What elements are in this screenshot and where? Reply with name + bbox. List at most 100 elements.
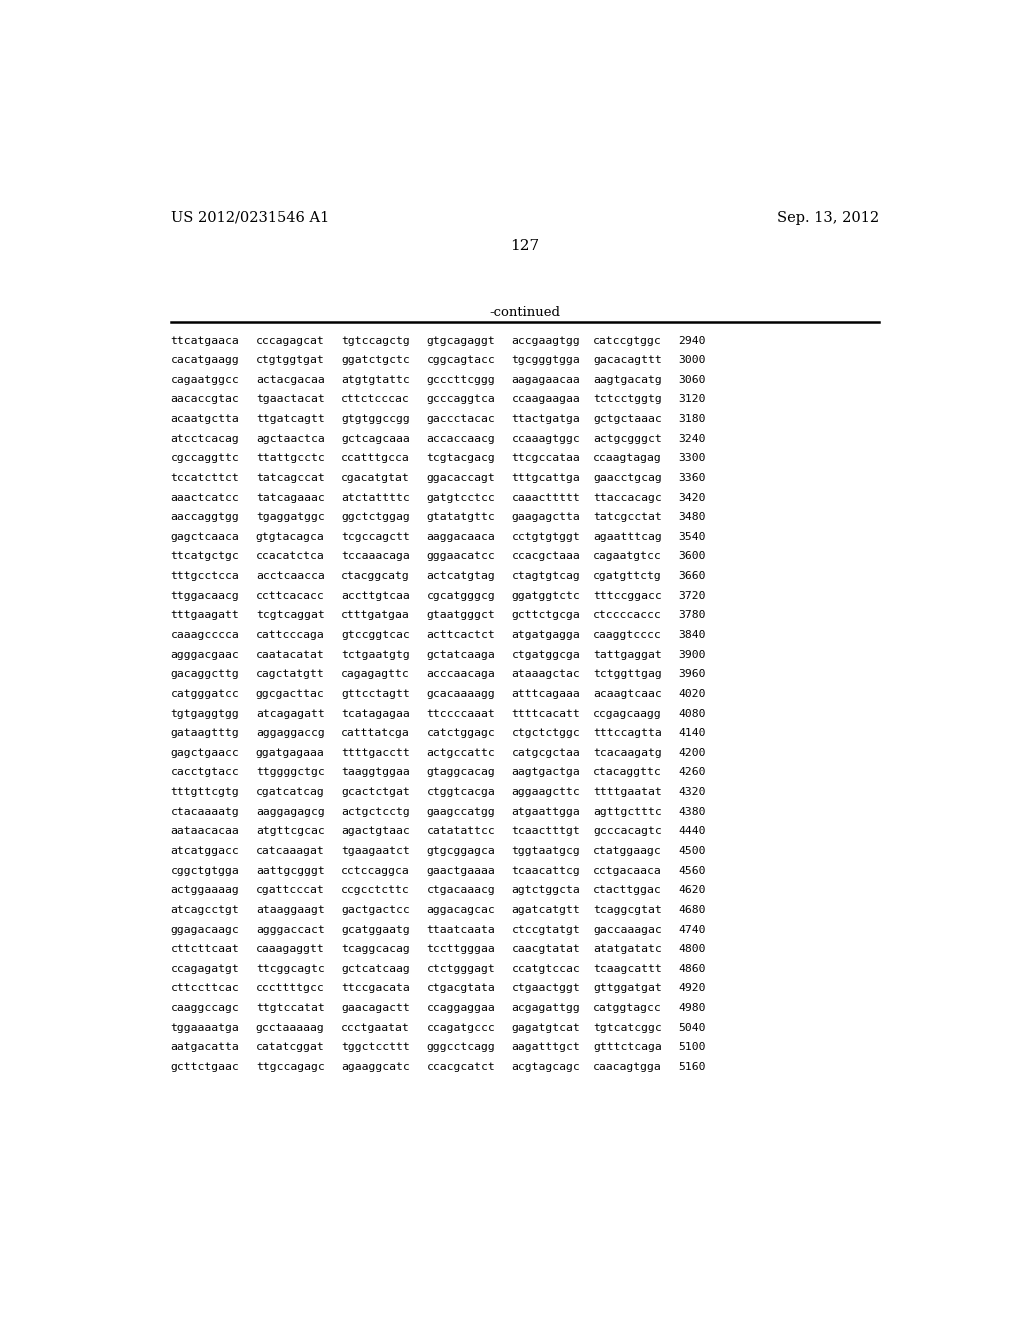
- Text: ttattgcctc: ttattgcctc: [256, 453, 325, 463]
- Text: ttttgaatat: ttttgaatat: [593, 787, 662, 797]
- Text: cattcccaga: cattcccaga: [256, 630, 325, 640]
- Text: ctttgatgaa: ctttgatgaa: [341, 610, 410, 620]
- Text: 3240: 3240: [678, 434, 706, 444]
- Text: gacaggcttg: gacaggcttg: [171, 669, 240, 680]
- Text: cgacatgtat: cgacatgtat: [341, 473, 410, 483]
- Text: actcatgtag: actcatgtag: [426, 572, 496, 581]
- Text: ttactgatga: ttactgatga: [512, 414, 581, 424]
- Text: 3360: 3360: [678, 473, 706, 483]
- Text: ctacaggttc: ctacaggttc: [593, 767, 662, 777]
- Text: gcccacagtc: gcccacagtc: [593, 826, 662, 837]
- Text: caacgtatat: caacgtatat: [512, 944, 581, 954]
- Text: ttttgacctt: ttttgacctt: [341, 748, 410, 758]
- Text: gactgactcc: gactgactcc: [341, 906, 410, 915]
- Text: accgaagtgg: accgaagtgg: [512, 335, 581, 346]
- Text: gcccaggtca: gcccaggtca: [426, 395, 496, 404]
- Text: 4080: 4080: [678, 709, 706, 718]
- Text: cgatgttctg: cgatgttctg: [593, 572, 662, 581]
- Text: aatgacatta: aatgacatta: [171, 1043, 240, 1052]
- Text: actgctcctg: actgctcctg: [341, 807, 410, 817]
- Text: actacgacaa: actacgacaa: [256, 375, 325, 384]
- Text: actgcgggct: actgcgggct: [593, 434, 662, 444]
- Text: tgaggatggc: tgaggatggc: [256, 512, 325, 523]
- Text: 3960: 3960: [678, 669, 706, 680]
- Text: aaggacaaca: aaggacaaca: [426, 532, 496, 541]
- Text: 5040: 5040: [678, 1023, 706, 1032]
- Text: taaggtggaa: taaggtggaa: [341, 767, 410, 777]
- Text: ataaggaagt: ataaggaagt: [256, 906, 325, 915]
- Text: ttaccacagc: ttaccacagc: [593, 492, 662, 503]
- Text: 4980: 4980: [678, 1003, 706, 1012]
- Text: gttcctagtt: gttcctagtt: [341, 689, 410, 698]
- Text: gcactctgat: gcactctgat: [341, 787, 410, 797]
- Text: 3720: 3720: [678, 591, 706, 601]
- Text: acgtagcagc: acgtagcagc: [512, 1063, 581, 1072]
- Text: caacagtgga: caacagtgga: [593, 1063, 662, 1072]
- Text: 3300: 3300: [678, 453, 706, 463]
- Text: aagtgacatg: aagtgacatg: [593, 375, 662, 384]
- Text: ttgtccatat: ttgtccatat: [256, 1003, 325, 1012]
- Text: -continued: -continued: [489, 306, 560, 319]
- Text: 3540: 3540: [678, 532, 706, 541]
- Text: ttgccagagc: ttgccagagc: [256, 1063, 325, 1072]
- Text: tttgaagatt: tttgaagatt: [171, 610, 240, 620]
- Text: 4500: 4500: [678, 846, 706, 855]
- Text: ttccccaaat: ttccccaaat: [426, 709, 496, 718]
- Text: actggaaaag: actggaaaag: [171, 886, 240, 895]
- Text: gggaacatcc: gggaacatcc: [426, 552, 496, 561]
- Text: ctccccaccc: ctccccaccc: [593, 610, 662, 620]
- Text: ccacgcatct: ccacgcatct: [426, 1063, 496, 1072]
- Text: tttccagtta: tttccagtta: [593, 729, 662, 738]
- Text: catgcgctaa: catgcgctaa: [512, 748, 581, 758]
- Text: ggagacaagc: ggagacaagc: [171, 924, 240, 935]
- Text: tccatcttct: tccatcttct: [171, 473, 240, 483]
- Text: ttgatcagtt: ttgatcagtt: [256, 414, 325, 424]
- Text: gtaggcacag: gtaggcacag: [426, 767, 496, 777]
- Text: tccttgggaa: tccttgggaa: [426, 944, 496, 954]
- Text: atcatggacc: atcatggacc: [171, 846, 240, 855]
- Text: actgccattc: actgccattc: [426, 748, 496, 758]
- Text: cacatgaagg: cacatgaagg: [171, 355, 240, 366]
- Text: ttcatgaaca: ttcatgaaca: [171, 335, 240, 346]
- Text: caaagcccca: caaagcccca: [171, 630, 240, 640]
- Text: 4200: 4200: [678, 748, 706, 758]
- Text: cggctgtgga: cggctgtgga: [171, 866, 240, 875]
- Text: 3120: 3120: [678, 395, 706, 404]
- Text: gtatatgttc: gtatatgttc: [426, 512, 496, 523]
- Text: catggtagcc: catggtagcc: [593, 1003, 662, 1012]
- Text: tctgaatgtg: tctgaatgtg: [341, 649, 410, 660]
- Text: 4740: 4740: [678, 924, 706, 935]
- Text: ctgaactggt: ctgaactggt: [512, 983, 581, 994]
- Text: ttttcacatt: ttttcacatt: [512, 709, 581, 718]
- Text: agactgtaac: agactgtaac: [341, 826, 410, 837]
- Text: tcaactttgt: tcaactttgt: [512, 826, 581, 837]
- Text: ctatggaagc: ctatggaagc: [593, 846, 662, 855]
- Text: cggcagtacc: cggcagtacc: [426, 355, 496, 366]
- Text: tttgcctcca: tttgcctcca: [171, 572, 240, 581]
- Text: 4860: 4860: [678, 964, 706, 974]
- Text: tgaactacat: tgaactacat: [256, 395, 325, 404]
- Text: cagaatggcc: cagaatggcc: [171, 375, 240, 384]
- Text: ccacgctaaa: ccacgctaaa: [512, 552, 581, 561]
- Text: caaggtcccc: caaggtcccc: [593, 630, 662, 640]
- Text: agttgctttc: agttgctttc: [593, 807, 662, 817]
- Text: tctcctggtg: tctcctggtg: [593, 395, 662, 404]
- Text: gctcagcaaa: gctcagcaaa: [341, 434, 410, 444]
- Text: 3660: 3660: [678, 572, 706, 581]
- Text: gtgtggccgg: gtgtggccgg: [341, 414, 410, 424]
- Text: ctgacgtata: ctgacgtata: [426, 983, 496, 994]
- Text: 5160: 5160: [678, 1063, 706, 1072]
- Text: catccgtggc: catccgtggc: [593, 335, 662, 346]
- Text: acaatgctta: acaatgctta: [171, 414, 240, 424]
- Text: ttggggctgc: ttggggctgc: [256, 767, 325, 777]
- Text: tggaaaatga: tggaaaatga: [171, 1023, 240, 1032]
- Text: ccatttgcca: ccatttgcca: [341, 453, 410, 463]
- Text: cctgacaaca: cctgacaaca: [593, 866, 662, 875]
- Text: tcaagcattt: tcaagcattt: [593, 964, 662, 974]
- Text: ctacttggac: ctacttggac: [593, 886, 662, 895]
- Text: 4800: 4800: [678, 944, 706, 954]
- Text: agctaactca: agctaactca: [256, 434, 325, 444]
- Text: cgcatgggcg: cgcatgggcg: [426, 591, 496, 601]
- Text: ggatgagaaa: ggatgagaaa: [256, 748, 325, 758]
- Text: ctgatggcga: ctgatggcga: [512, 649, 581, 660]
